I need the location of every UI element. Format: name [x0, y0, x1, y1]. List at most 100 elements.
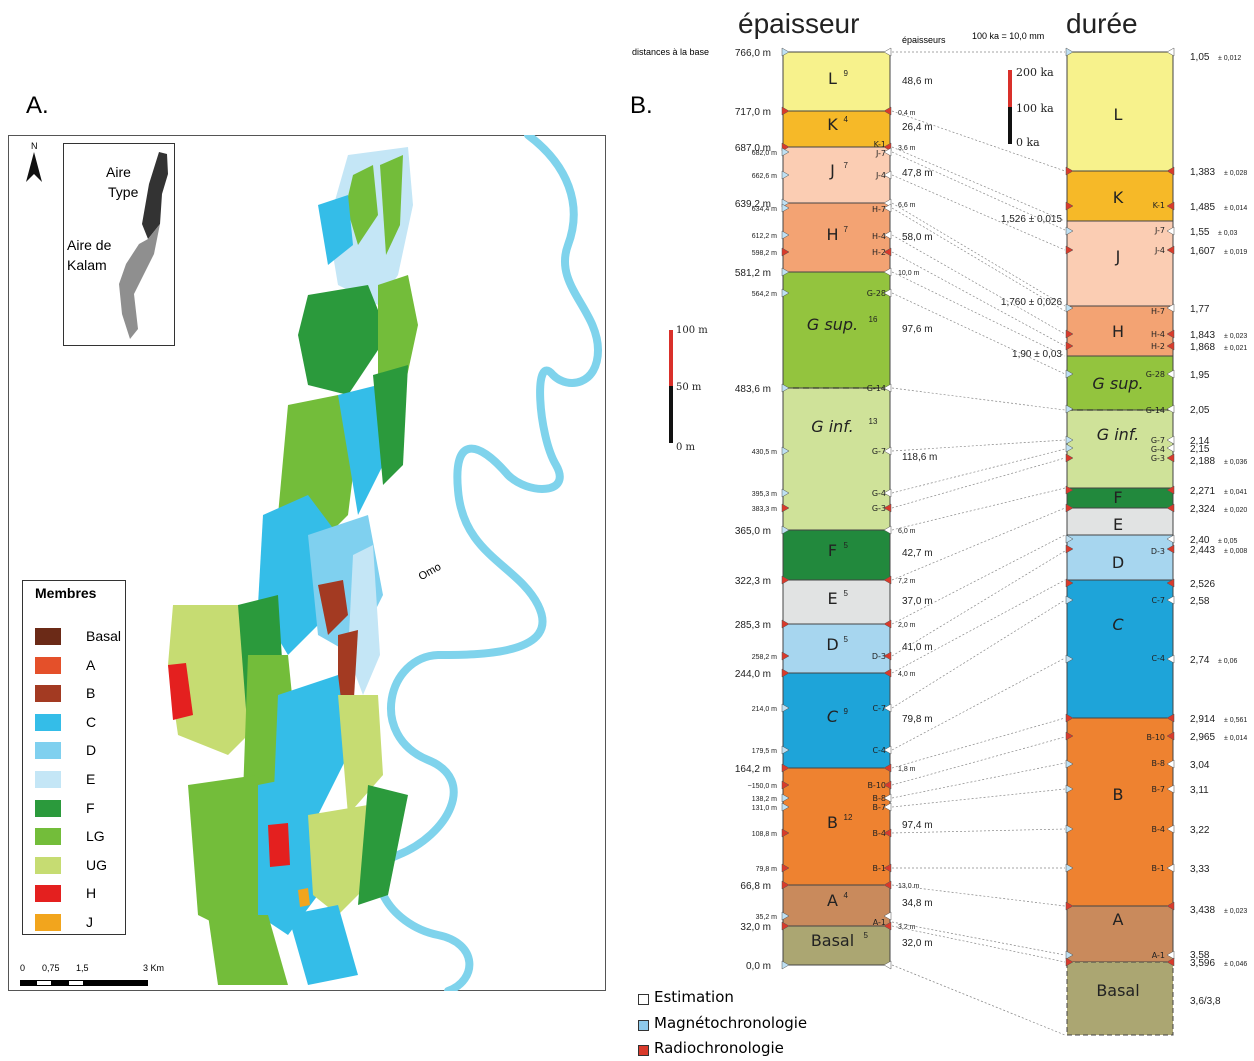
dtick-right-1 — [1166, 166, 1175, 176]
dtick-right-10 — [1166, 435, 1175, 445]
tick-right-15 — [883, 170, 892, 180]
scale-tick-1: 0,75 — [42, 963, 60, 973]
age-24: 3,22 — [1190, 825, 1210, 836]
marker-11: D-3 — [872, 652, 886, 661]
tick-left-26 — [781, 780, 790, 790]
tick-right-23 — [883, 651, 892, 661]
age-19: 2,74 — [1190, 655, 1210, 666]
distance-minor-7: 395,3 m — [752, 491, 777, 498]
dtick-left-20 — [1065, 713, 1074, 723]
marker-1: J-7 — [875, 149, 886, 158]
north-label: N — [31, 141, 38, 151]
age-14: 2,324 — [1190, 504, 1215, 515]
dtick-left-12 — [1065, 453, 1074, 463]
distance-major-13: 0,0 m — [746, 961, 771, 972]
dtick-left-18 — [1065, 595, 1074, 605]
member-sup-0: 9 — [844, 69, 849, 78]
age-28: 3,596 — [1190, 958, 1215, 969]
dtick-right-24 — [1166, 824, 1175, 834]
dtick-right-25 — [1166, 863, 1175, 873]
age-25: 3,33 — [1190, 864, 1210, 875]
legend-swatch — [35, 742, 61, 760]
distance-minor-17: 35,2 m — [756, 914, 778, 921]
duration-block-10 — [1066, 717, 1174, 907]
duration-marker-0: K-1 — [1153, 201, 1165, 210]
distance-major-12: 32,0 m — [740, 922, 771, 933]
dtick-left-23 — [1065, 784, 1074, 794]
dtick-right-13 — [1166, 485, 1175, 495]
duration-block-4 — [1066, 355, 1174, 411]
tick-left-9 — [781, 668, 790, 678]
distance-major-10: 164,2 m — [735, 764, 771, 775]
correlation-line-2 — [891, 146, 1066, 222]
legend-title: Membres — [35, 585, 97, 601]
dtick-left-10 — [1065, 435, 1074, 445]
legend-item-j: J — [35, 914, 125, 932]
correlation-line-24 — [891, 599, 1066, 709]
panel-b-label: B. — [630, 92, 653, 119]
dtick-left-3 — [1065, 226, 1074, 236]
tick-right-9 — [883, 668, 892, 678]
duration-marker-1: J-7 — [1154, 226, 1165, 235]
age-error-1: ± 0,028 — [1224, 170, 1247, 177]
duration-label-4: G sup. — [1092, 374, 1143, 393]
thickness-7: 37,0 m — [902, 596, 933, 607]
tick-right-10 — [883, 763, 892, 773]
tick-right-26 — [883, 780, 892, 790]
correlation-line-17 — [891, 234, 1066, 335]
dtick-left-15 — [1065, 534, 1074, 544]
tick-right-18 — [883, 247, 892, 257]
dtick-right-5 — [1166, 303, 1175, 313]
tick-right-20 — [883, 446, 892, 456]
tick-right-6 — [883, 525, 892, 535]
member-label-12: Basal — [811, 931, 854, 950]
member-label-6: F — [828, 541, 837, 560]
thickness-10: 97,4 m — [902, 820, 933, 831]
dtick-right-6 — [1166, 329, 1175, 339]
age-10: 2,14 — [1190, 436, 1210, 447]
distance-major-4: 581,2 m — [735, 268, 771, 279]
gap-thickness-3: 10,0 m — [898, 270, 920, 277]
correlation-line-27 — [891, 762, 1066, 799]
duration-marker-12: C-7 — [1151, 596, 1165, 605]
kalam-area-label-1: Aire de — [67, 237, 112, 253]
duration-marker-10: G-3 — [1151, 454, 1165, 463]
location-inset: Aire Type Aire de Kalam — [63, 143, 175, 346]
legend-label: H — [86, 885, 97, 902]
correlation-line-9 — [891, 579, 1066, 674]
tick-left-27 — [781, 793, 790, 803]
member-label-11: A — [827, 891, 838, 910]
member-label-8: D — [826, 635, 838, 654]
gap-thickness-10: 3,2 m — [898, 924, 916, 931]
map-legend: Membres Basal A B C D E F LG UG H J — [22, 580, 126, 935]
correlation-line-20 — [891, 439, 1066, 452]
duration-marker-9: G-4 — [1151, 445, 1165, 454]
gap-thickness-4: 6,0 m — [898, 528, 916, 535]
age-29: 3,6/3,8 — [1190, 996, 1221, 1007]
distance-major-2: 687,0 m — [735, 143, 771, 154]
marker-13: C-4 — [872, 746, 886, 755]
tick-left-25 — [781, 745, 790, 755]
age-9: 2,05 — [1190, 405, 1210, 416]
dtick-left-16 — [1065, 544, 1074, 554]
duration-block-3 — [1066, 305, 1174, 357]
age-error-5: ± 0,023 — [1224, 333, 1247, 340]
age-17: 2,526 — [1190, 579, 1215, 590]
member-label-0: L — [828, 69, 837, 88]
duration-block-0 — [1066, 51, 1174, 172]
dtick-left-27 — [1065, 950, 1074, 960]
duration-marker-11: D-3 — [1151, 547, 1165, 556]
tick-left-30 — [781, 863, 790, 873]
age-16: 2,443 — [1190, 545, 1215, 556]
age-5: 1,77 — [1190, 304, 1210, 315]
distance-minor-16: 79,8 m — [756, 866, 778, 873]
gap-thickness-6: 2,0 m — [898, 622, 916, 629]
marker-0: K-1 — [874, 140, 886, 149]
age-error-12: ± 0,06 — [1218, 658, 1238, 665]
dtick-right-8 — [1166, 369, 1175, 379]
tick-left-11 — [781, 880, 790, 890]
age-error-7: ± 0,036 — [1224, 459, 1247, 466]
map-drawing — [168, 135, 603, 991]
tick-right-17 — [883, 230, 892, 240]
